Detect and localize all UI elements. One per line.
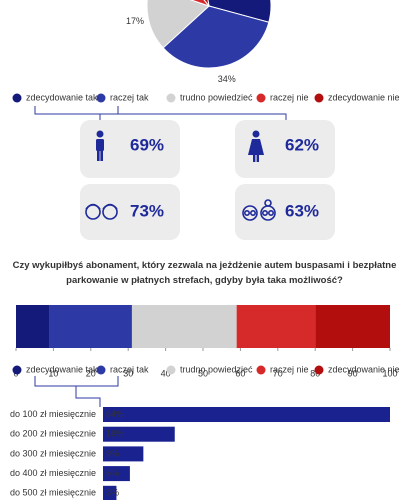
- chart-title: Czy wykupiłbyś abonament, który zezwala …: [12, 260, 397, 286]
- data-label: 9%: [106, 448, 119, 458]
- woman-icon: [248, 130, 264, 162]
- legend-label: raczej tak: [110, 92, 149, 102]
- data-label: 34%: [218, 74, 236, 84]
- card-value: 63%: [285, 201, 319, 220]
- data-label: 17%: [126, 16, 144, 26]
- legend-label: zdecydowanie tak: [26, 364, 98, 374]
- legend-marker: [314, 93, 324, 103]
- x-tick-label: 40: [161, 368, 171, 378]
- x-tick-label: 80: [310, 368, 320, 378]
- data-label: 16%: [106, 429, 124, 439]
- bar-segment: [236, 305, 316, 348]
- senior-icon: [242, 199, 276, 221]
- legend-marker: [12, 93, 22, 103]
- y-tick-label: do 300 zł miesięcznie: [10, 448, 96, 458]
- x-tick-label: 20: [86, 368, 96, 378]
- y-tick-label: do 100 zł miesięcznie: [10, 409, 96, 419]
- card-value: 62%: [285, 135, 319, 154]
- pie-slice: [146, 0, 210, 49]
- x-tick-label: 60: [235, 368, 245, 378]
- legend-label: raczej tak: [110, 364, 149, 374]
- legend-marker: [256, 93, 266, 103]
- legend-marker: [166, 93, 176, 103]
- pie-slice: [189, 0, 211, 8]
- legend-label: trudno powiedzieć: [180, 92, 253, 102]
- y-tick-label: do 500 zł miesięcznie: [10, 488, 96, 498]
- card: [80, 120, 180, 178]
- young-icon: [85, 203, 118, 220]
- legend-marker: [96, 365, 106, 375]
- bar: [103, 407, 390, 422]
- card: [235, 184, 335, 240]
- bar-segment: [315, 305, 390, 348]
- pie-slice: [207, 0, 272, 23]
- legend-label: zdecydowanie tak: [26, 92, 98, 102]
- card-value: 73%: [130, 201, 164, 220]
- card-value: 69%: [130, 135, 164, 154]
- bar-segment: [49, 305, 132, 348]
- pie-slice: [203, 0, 210, 7]
- connector: [34, 106, 287, 122]
- legend-label: zdecydowanie nie: [328, 364, 400, 374]
- legend-label: raczej nie: [270, 92, 309, 102]
- data-label: 3%: [106, 488, 119, 498]
- x-tick-label: 10: [48, 368, 58, 378]
- legend-marker: [96, 93, 106, 103]
- y-tick-label: do 400 zł miesięcznie: [10, 468, 96, 478]
- x-tick-label: 50: [198, 368, 208, 378]
- x-tick-label: 30: [123, 368, 133, 378]
- data-label: 64%: [106, 409, 124, 419]
- data-label: 6%: [106, 468, 119, 478]
- legend-marker: [256, 365, 266, 375]
- bar: [103, 426, 175, 442]
- x-tick-label: 90: [348, 368, 358, 378]
- bar-segment: [131, 305, 237, 348]
- card: [235, 120, 335, 178]
- legend-label: raczej nie: [270, 364, 309, 374]
- x-tick-label: 100: [382, 368, 397, 378]
- y-tick-label: do 200 zł miesięcznie: [10, 429, 96, 439]
- bar: [103, 466, 130, 482]
- bar-segment: [16, 305, 50, 348]
- connector: [34, 376, 119, 407]
- bar: [103, 485, 117, 500]
- legend-label: trudno powiedzieć: [180, 364, 253, 374]
- x-tick-label: 70: [273, 368, 283, 378]
- legend-label: zdecydowanie nie: [328, 92, 400, 102]
- man-icon: [96, 130, 104, 161]
- legend-marker: [166, 365, 176, 375]
- legend-marker: [314, 365, 324, 375]
- card: [80, 184, 180, 240]
- bar: [103, 446, 144, 462]
- pie-slice: [162, 5, 270, 69]
- legend-marker: [12, 365, 22, 375]
